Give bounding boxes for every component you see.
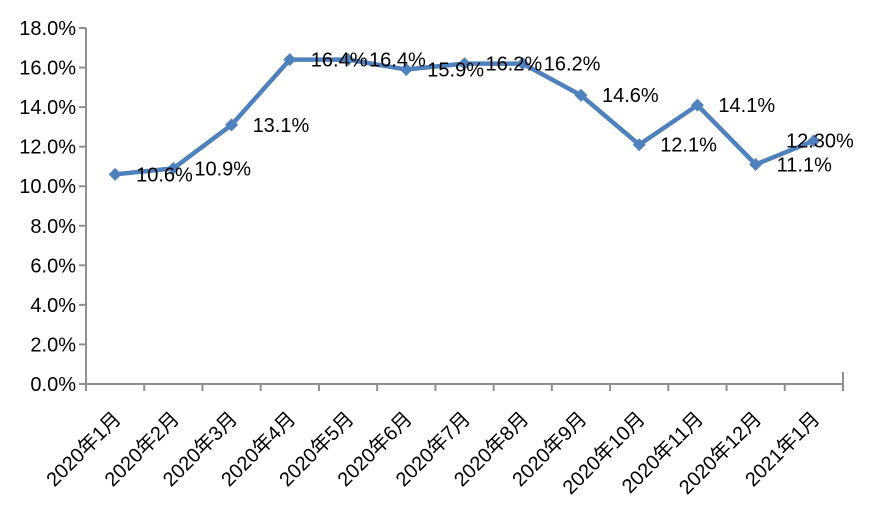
data-point-marker bbox=[108, 167, 122, 181]
y-tick-label: 12.0% bbox=[19, 137, 76, 159]
data-point-marker bbox=[341, 53, 355, 67]
data-point-marker bbox=[458, 57, 471, 71]
y-tick-label: 0.0% bbox=[30, 374, 76, 396]
data-point-marker bbox=[574, 88, 588, 102]
data-label: 10.9% bbox=[194, 158, 251, 180]
y-tick-label: 6.0% bbox=[30, 255, 76, 277]
y-tick-label: 18.0% bbox=[19, 18, 76, 40]
data-point-marker bbox=[807, 134, 821, 148]
data-point-marker bbox=[166, 161, 180, 175]
y-tick-label: 10.0% bbox=[19, 176, 76, 198]
data-label: 14.1% bbox=[718, 95, 775, 117]
data-point-marker bbox=[225, 118, 239, 132]
data-point-marker bbox=[283, 53, 297, 67]
data-label: 16.2% bbox=[486, 54, 543, 76]
data-label: 12.30% bbox=[786, 131, 854, 153]
data-label: 15.9% bbox=[427, 60, 484, 82]
data-label: 12.1% bbox=[660, 135, 717, 157]
data-point-marker bbox=[690, 98, 704, 112]
y-tick-label: 2.0% bbox=[30, 334, 76, 356]
y-tick-label: 14.0% bbox=[19, 97, 76, 119]
data-label: 13.1% bbox=[253, 115, 310, 137]
y-tick-label: 4.0% bbox=[30, 295, 76, 317]
data-label: 16.2% bbox=[544, 54, 601, 76]
data-label: 14.6% bbox=[602, 85, 659, 107]
data-label: 16.4% bbox=[311, 50, 368, 72]
data-point-marker bbox=[516, 57, 530, 71]
data-point-marker bbox=[399, 63, 413, 77]
y-tick-label: 8.0% bbox=[30, 216, 76, 238]
data-label: 10.6% bbox=[136, 164, 193, 186]
data-point-marker bbox=[632, 138, 646, 152]
data-label: 16.4% bbox=[369, 50, 426, 72]
data-label: 11.1% bbox=[777, 154, 832, 176]
y-tick-label: 16.0% bbox=[19, 58, 76, 80]
data-point-marker bbox=[749, 157, 763, 171]
